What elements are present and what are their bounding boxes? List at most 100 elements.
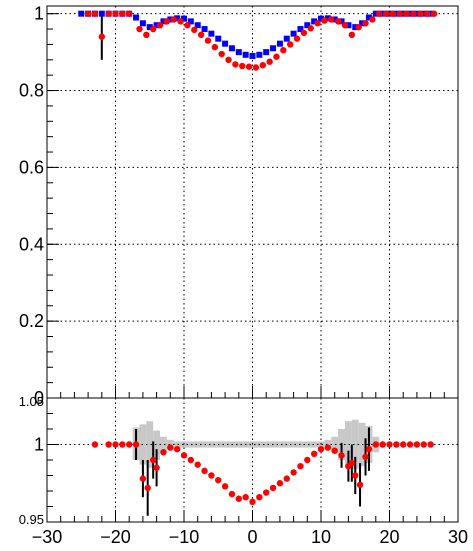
circle-marker xyxy=(324,444,332,451)
y-top-label: 1.05 xyxy=(19,394,44,409)
circle-marker xyxy=(334,18,342,25)
circle-marker xyxy=(221,483,229,490)
square-marker xyxy=(222,40,229,47)
bottom-error-bars xyxy=(135,427,370,516)
circle-marker xyxy=(126,441,133,448)
circle-marker xyxy=(400,441,407,448)
top-markers xyxy=(78,10,438,71)
square-marker xyxy=(297,26,304,33)
circle-marker xyxy=(341,22,349,29)
band-bin xyxy=(173,441,325,448)
square-marker xyxy=(276,40,283,47)
circle-marker xyxy=(273,53,280,60)
top-tick-labels: 0 0.2 0.4 0.6 0.8 1 xyxy=(19,4,44,408)
bottom-tick-labels: −30 −20 −10 0 10 20 30 0.95 1 1.05 xyxy=(19,394,468,547)
circle-marker xyxy=(256,494,263,501)
circle-marker xyxy=(413,441,421,448)
circle-marker xyxy=(126,10,133,17)
bottom-markers xyxy=(91,441,434,506)
circle-marker xyxy=(423,10,431,17)
circle-marker xyxy=(321,17,328,24)
circle-marker xyxy=(280,46,287,54)
x-tick-label: −30 xyxy=(32,527,63,547)
circle-marker xyxy=(393,441,400,448)
square-marker xyxy=(304,22,311,29)
circle-marker xyxy=(167,444,174,451)
circle-marker xyxy=(396,10,403,17)
circle-marker xyxy=(235,495,242,502)
y-tick-label: 1 xyxy=(34,435,44,455)
circle-marker xyxy=(232,61,239,68)
circle-marker xyxy=(362,453,369,461)
circle-marker xyxy=(430,10,438,17)
circle-marker xyxy=(259,61,266,69)
circle-marker xyxy=(420,441,427,448)
square-marker xyxy=(146,24,153,31)
circle-marker xyxy=(293,35,301,42)
square-marker xyxy=(139,20,146,27)
circle-marker xyxy=(112,10,119,17)
y-tick-label: 0.4 xyxy=(19,234,44,254)
square-marker xyxy=(324,15,331,22)
x-tick-label: −10 xyxy=(169,527,200,547)
circle-marker xyxy=(197,31,205,39)
x-tick-label: 30 xyxy=(448,527,468,547)
x-tick-label: 20 xyxy=(379,527,399,547)
circle-marker xyxy=(263,489,270,496)
circle-marker xyxy=(173,445,181,453)
circle-marker xyxy=(417,10,424,17)
top-panel: 0 0.2 0.4 0.6 0.8 1 xyxy=(19,4,459,408)
circle-marker xyxy=(149,25,157,33)
y-tick-label: 0.8 xyxy=(19,81,44,101)
circle-marker xyxy=(144,484,151,492)
circle-marker xyxy=(194,461,201,468)
square-marker xyxy=(290,30,297,37)
square-marker xyxy=(133,14,140,21)
square-marker xyxy=(78,10,85,17)
square-marker xyxy=(228,45,235,52)
square-marker xyxy=(174,15,181,22)
square-marker xyxy=(98,10,105,17)
x-tick-label: −20 xyxy=(100,527,131,547)
circle-marker xyxy=(163,18,171,25)
circle-marker xyxy=(328,16,335,23)
square-marker xyxy=(249,52,256,59)
top-axis-ticks xyxy=(46,13,459,399)
circle-marker xyxy=(427,441,434,448)
band-bin xyxy=(344,421,352,468)
circle-marker xyxy=(211,43,219,51)
circle-marker xyxy=(156,22,164,29)
circle-marker xyxy=(180,452,188,459)
circle-marker xyxy=(406,441,414,448)
band-bin xyxy=(331,436,339,453)
band-bin xyxy=(146,421,154,468)
circle-marker xyxy=(132,441,140,448)
square-marker xyxy=(386,10,393,17)
circle-marker xyxy=(215,476,222,484)
y-tick-label: 0 xyxy=(34,388,44,408)
circle-marker xyxy=(356,481,364,488)
circle-marker xyxy=(362,20,369,27)
circle-marker xyxy=(300,29,308,37)
square-marker xyxy=(270,45,277,52)
square-marker xyxy=(160,18,167,25)
circle-marker xyxy=(317,445,325,453)
circle-marker xyxy=(242,494,249,501)
square-marker xyxy=(413,10,420,17)
circle-marker xyxy=(369,16,376,23)
y-tick-label: 1 xyxy=(34,4,44,24)
circle-marker xyxy=(98,33,106,40)
circle-marker xyxy=(225,56,232,64)
circle-marker xyxy=(352,472,359,479)
circle-marker xyxy=(84,10,92,17)
top-grid xyxy=(47,6,458,398)
circle-marker xyxy=(379,441,386,448)
circle-marker xyxy=(307,25,314,32)
square-marker xyxy=(311,18,318,25)
band-bin xyxy=(351,419,359,470)
y-tick-label: 0.95 xyxy=(19,512,44,527)
square-marker xyxy=(420,10,427,17)
band-bin xyxy=(160,436,167,453)
bottom-panel: −30 −20 −10 0 10 20 30 0.95 1 1.05 xyxy=(19,394,468,547)
circle-marker xyxy=(139,475,147,482)
